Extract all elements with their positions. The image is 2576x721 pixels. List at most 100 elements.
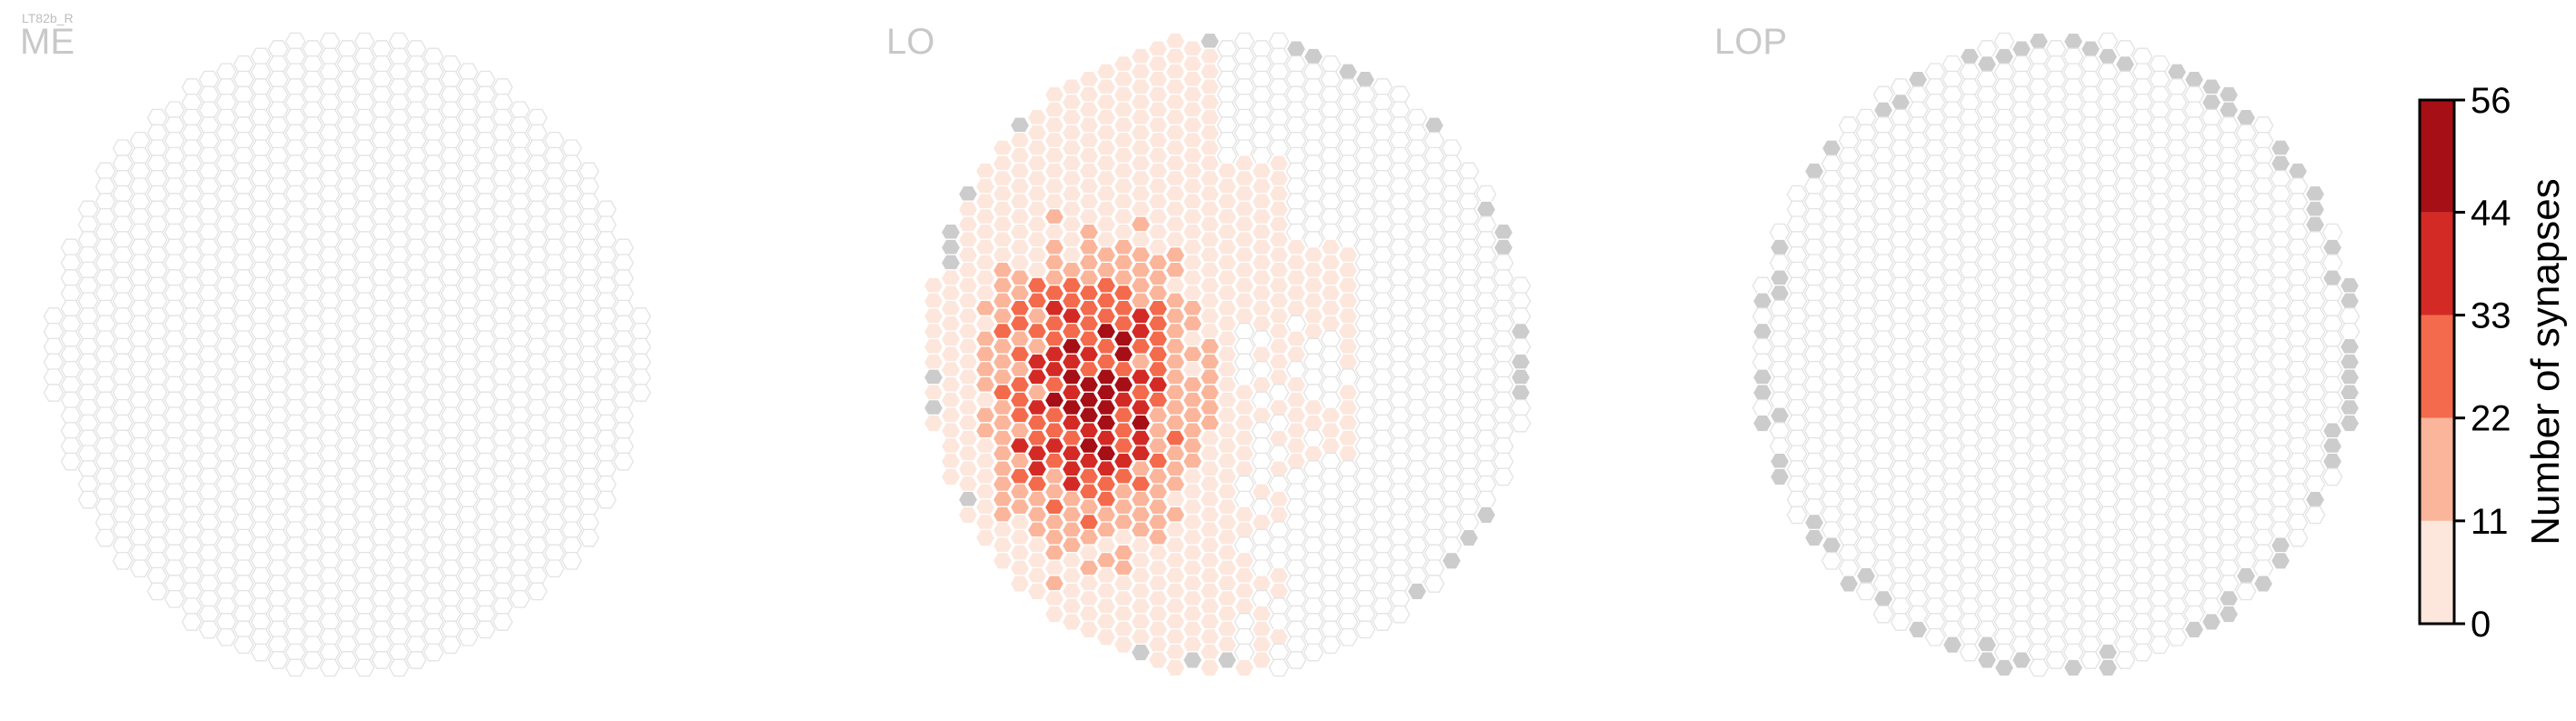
hex-column <box>1337 185 1359 204</box>
hex-column <box>2287 284 2309 303</box>
hex-column <box>423 78 444 96</box>
hex-column <box>1354 193 1376 211</box>
hex-column <box>1337 200 1359 219</box>
hex-column <box>992 322 1013 341</box>
hex-column <box>1285 467 1307 486</box>
hex-column <box>129 238 151 257</box>
hex-column <box>423 521 444 540</box>
hex-column <box>2270 353 2291 372</box>
hex-column <box>2028 490 2050 509</box>
hex-column <box>215 613 237 631</box>
hex-column <box>146 108 168 127</box>
hex-column <box>423 261 444 280</box>
hex-column <box>405 528 427 547</box>
hex-column <box>2062 185 2084 204</box>
hex-column <box>1458 391 1480 410</box>
hex-column <box>2270 490 2291 509</box>
hex-column <box>2339 353 2361 372</box>
hex-column <box>2339 307 2361 325</box>
hex-column <box>1199 200 1221 219</box>
hex-column <box>1354 391 1376 410</box>
hex-column <box>561 475 583 494</box>
hex-column <box>2097 108 2119 127</box>
hex-column <box>95 360 116 379</box>
hex-column <box>2132 47 2153 66</box>
hex-column <box>2218 391 2240 410</box>
hex-column <box>2080 177 2102 196</box>
hex-column <box>492 536 514 555</box>
hex-column <box>1095 200 1117 219</box>
hex-column <box>1354 116 1376 135</box>
hex-column <box>215 292 237 311</box>
hex-column <box>2062 139 2084 158</box>
hex-column <box>1113 589 1134 608</box>
hex-column <box>1372 353 1393 372</box>
hex-column <box>388 445 410 464</box>
hex-column <box>2028 47 2050 66</box>
hex-column <box>2011 452 2032 471</box>
hex-column <box>1959 597 1981 616</box>
hex-column <box>250 78 272 96</box>
hex-column <box>1821 215 1842 235</box>
hex-column <box>1890 398 1912 417</box>
hex-column <box>1475 384 1497 402</box>
hex-column <box>2114 605 2136 624</box>
hex-column <box>992 429 1013 448</box>
hex-column <box>250 261 272 280</box>
hex-column <box>1182 452 1203 471</box>
hex-column <box>2097 643 2119 662</box>
hex-column <box>1458 299 1480 318</box>
hex-column <box>1216 436 1238 456</box>
hex-column <box>2097 536 2119 555</box>
hex-column <box>2218 559 2240 578</box>
hex-column <box>1423 498 1445 516</box>
hex-column <box>1372 276 1393 295</box>
hex-column <box>164 193 185 211</box>
hex-column <box>267 436 289 456</box>
hex-column <box>1354 345 1376 364</box>
hex-column <box>336 605 358 624</box>
hex-column <box>2114 528 2136 547</box>
hex-column <box>1855 215 1877 235</box>
hex-column <box>440 223 462 242</box>
hex-column <box>2132 231 2153 249</box>
hex-column <box>2114 101 2136 120</box>
hex-column <box>1043 406 1065 426</box>
hex-column <box>95 422 116 440</box>
hex-column <box>474 498 496 516</box>
hex-column <box>354 32 375 51</box>
hex-column <box>526 429 548 448</box>
hex-column <box>1095 566 1117 586</box>
hex-column <box>302 55 324 74</box>
hex-column <box>1182 620 1203 639</box>
hex-column <box>1285 315 1307 334</box>
hex-column <box>388 231 410 249</box>
hex-column <box>1078 315 1100 334</box>
colorbar-frame <box>2418 98 2456 626</box>
hex-column <box>561 429 583 448</box>
hex-column <box>1095 185 1117 204</box>
hex-column <box>2011 483 2032 502</box>
hex-column <box>595 460 617 478</box>
hex-column <box>1855 521 1877 540</box>
hex-column <box>371 162 393 181</box>
hex-column <box>561 245 583 265</box>
hex-column <box>1372 475 1393 494</box>
hex-column <box>233 345 255 364</box>
hex-column <box>250 429 272 448</box>
hex-column <box>1130 398 1152 417</box>
hex-column <box>1199 93 1221 112</box>
hex-column <box>2304 384 2326 402</box>
hex-column <box>2097 307 2119 325</box>
hex-column <box>2045 223 2067 242</box>
hex-column <box>2149 116 2171 135</box>
hex-column <box>2132 597 2153 616</box>
hex-column <box>77 353 99 372</box>
hex-column <box>181 429 203 448</box>
hex-column <box>2045 238 2067 257</box>
hex-column <box>440 177 462 196</box>
hex-column <box>1406 231 1428 249</box>
hex-column <box>2114 483 2136 502</box>
hex-column <box>423 108 444 127</box>
hex-column <box>2080 85 2102 105</box>
